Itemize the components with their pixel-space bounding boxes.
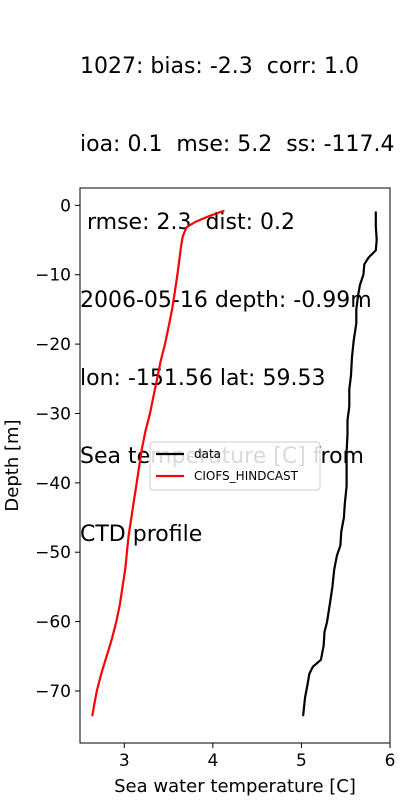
y-tick-label: −40 [35, 474, 71, 494]
series-line-ciofs-hindcast [91, 209, 225, 717]
title-line-1: 1027: bias: -2.3 corr: 1.0 [80, 54, 359, 79]
legend-box [149, 441, 321, 491]
legend-entry: data [194, 447, 221, 461]
y-tick-label: −50 [35, 543, 71, 563]
x-axis-label: Sea water temperature [C] [114, 776, 356, 797]
title-line-5: lon: -151.56 lat: 59.53 [80, 366, 326, 391]
tick-layer: 3 4 5 6 0 −10 −20 −30 −40 −50 −60 −70 [35, 196, 395, 771]
series-line-data [302, 211, 378, 717]
y-tick-label: −20 [35, 335, 71, 355]
title-line-7: CTD profile [80, 522, 203, 547]
x-tick-label: 3 [119, 751, 130, 771]
title-line-2: ioa: 0.1 mse: 5.2 ss: -117.4 [80, 132, 395, 157]
x-tick-label: 4 [207, 751, 218, 771]
y-tick-label: −60 [35, 613, 71, 633]
y-tick-label: −10 [35, 266, 71, 286]
y-tick-label: −70 [35, 682, 71, 702]
title-line-4: 2006-05-16 depth: -0.99m [80, 288, 372, 313]
x-tick-label: 6 [385, 751, 396, 771]
series-layer [91, 209, 378, 717]
y-tick-label: 0 [60, 196, 71, 216]
y-axis-label: Depth [m] [2, 419, 23, 511]
plot-frame [79, 187, 391, 744]
legend: data CIOFS_HINDCAST [149, 441, 321, 491]
x-tick-label: 5 [296, 751, 307, 771]
legend-entry: CIOFS_HINDCAST [194, 469, 299, 483]
y-tick-label: −30 [35, 404, 71, 424]
